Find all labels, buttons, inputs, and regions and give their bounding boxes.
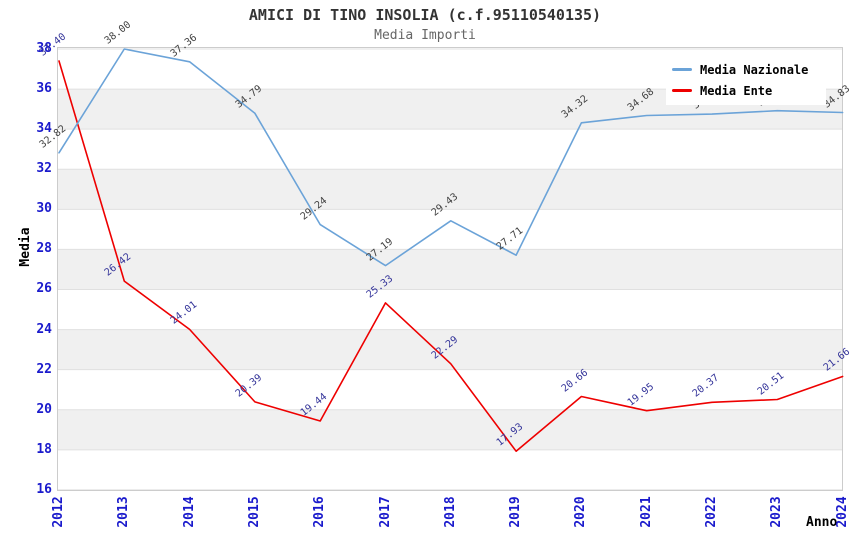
x-tick-label: 2018 — [442, 496, 458, 528]
x-tick-label: 2019 — [508, 496, 524, 528]
y-tick-label: 32 — [36, 161, 52, 177]
y-tick-label: 30 — [36, 201, 52, 217]
y-tick-label: 18 — [36, 441, 52, 457]
legend-label: Media Nazionale — [700, 62, 809, 77]
x-tick-label: 2023 — [769, 496, 785, 528]
series-line-media-nazionale[interactable] — [58, 48, 844, 267]
y-tick-label: 38 — [36, 41, 52, 56]
legend-item-media-nazionale[interactable]: Media Nazionale — [672, 59, 820, 80]
x-tick-label: 2013 — [116, 496, 132, 528]
y-tick-label: 26 — [36, 281, 52, 297]
chart-title: AMICI DI TINO INSOLIA (c.f.95110540135) — [248, 6, 602, 24]
plot-band — [58, 409, 842, 450]
x-tick-label: 2012 — [51, 496, 66, 528]
chart-subtitle: Media Importi — [374, 28, 476, 43]
y-tick-label: 28 — [36, 241, 52, 257]
x-tick-label: 2020 — [573, 496, 589, 528]
x-tick-label: 2016 — [312, 496, 328, 528]
plot-band — [58, 209, 842, 250]
plot-band — [58, 289, 842, 330]
series-line-media-ente[interactable] — [58, 60, 844, 453]
x-tick-label: 2017 — [377, 496, 393, 528]
plot-band — [58, 129, 842, 170]
media-nazionale-line-swatch-icon — [672, 68, 692, 71]
x-tick-label: 2015 — [246, 496, 262, 528]
legend-label: Media Ente — [700, 83, 773, 98]
x-tick-label: 2022 — [704, 496, 719, 528]
y-tick-label: 16 — [36, 481, 52, 497]
plot-band — [58, 249, 842, 290]
y-tick-label: 34 — [36, 121, 52, 137]
y-tick-label: 24 — [36, 321, 52, 337]
y-tick-label: 36 — [36, 81, 52, 97]
media-ente-line-swatch-icon — [672, 89, 692, 92]
y-tick-label: 22 — [36, 361, 52, 377]
y-tick-label: 20 — [36, 401, 52, 417]
plot-band — [58, 169, 842, 210]
x-tick-label: 2024 — [834, 496, 850, 528]
plot-band — [58, 449, 842, 490]
x-tick-label: 2014 — [181, 496, 197, 528]
legend: Media Nazionale Media Ente — [666, 55, 826, 105]
x-tick-label: 2021 — [638, 496, 654, 528]
plot-border — [57, 47, 843, 491]
plot-band — [58, 369, 842, 410]
x-axis-title: Anno — [806, 515, 838, 530]
legend-item-media-ente[interactable]: Media Ente — [672, 80, 820, 101]
